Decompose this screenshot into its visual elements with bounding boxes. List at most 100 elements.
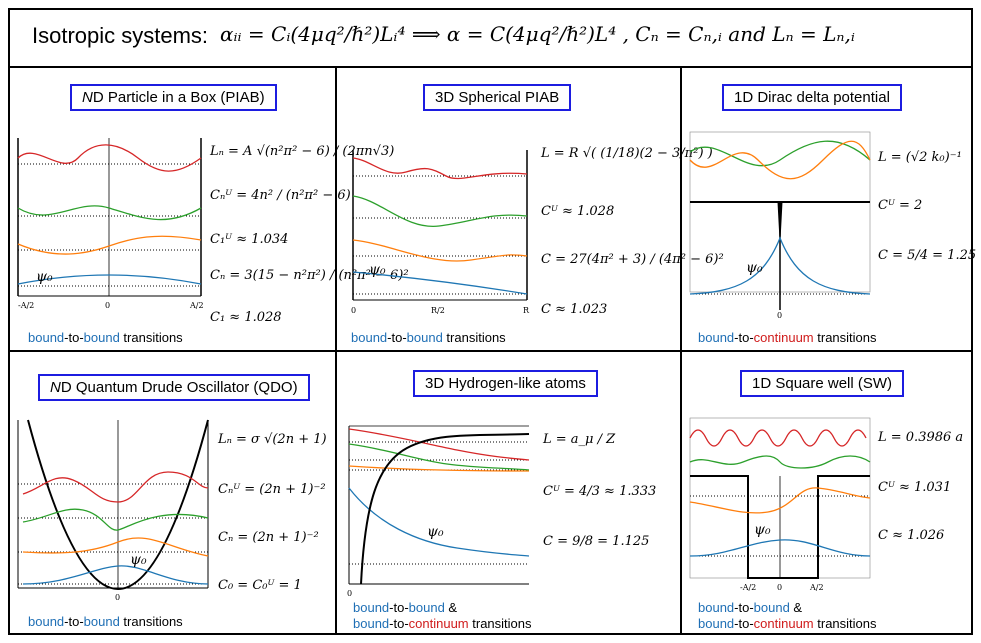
title-text: 1D Dirac delta potential bbox=[734, 89, 890, 106]
panel-title: 1D Dirac delta potential bbox=[722, 84, 902, 111]
tick-label: -A/2 bbox=[740, 583, 756, 592]
footer-bound: bound bbox=[408, 600, 445, 615]
panel-footer: bound-to-bound transitions bbox=[28, 330, 183, 346]
equation: C = 5/4 = 1.25 bbox=[878, 248, 977, 263]
figure-frame: Isotropic systems: αᵢᵢ = Cᵢ(4μq²/ℏ²)Lᵢ⁴ … bbox=[8, 8, 976, 635]
title-text: D Particle in a Box (PIAB) bbox=[92, 89, 265, 106]
dirac-plot: 0 ψ₀ bbox=[689, 131, 871, 320]
tick-label: 0 bbox=[115, 593, 120, 602]
equation: L = (√2 k₀)⁻¹ bbox=[878, 150, 962, 165]
header-label: Isotropic systems: bbox=[32, 23, 209, 48]
footer-to: -to- bbox=[734, 600, 754, 615]
panel-footer: bound-to-continuum transitions bbox=[698, 330, 877, 346]
footer-bound: bound bbox=[698, 600, 735, 615]
title-text: D Quantum Drude Oscillator (QDO) bbox=[60, 379, 298, 396]
tick-label: 0 bbox=[777, 583, 782, 592]
piab-plot: -A/2 0 A/2 ψ₀ bbox=[17, 138, 204, 310]
equation: Cₙ = 3(15 − n²π²) / (n²π² − 6)² bbox=[210, 268, 409, 283]
tick-label: -A/2 bbox=[18, 301, 34, 310]
panel-footer: bound-to-bound transitions bbox=[351, 330, 506, 346]
footer-continuum: continuum bbox=[753, 616, 814, 631]
tick-label: R/2 bbox=[431, 306, 445, 315]
equation: Lₙ = σ √(2n + 1) bbox=[218, 432, 327, 447]
psi-label: ψ₀ bbox=[36, 269, 53, 285]
equation: C ≈ 1.023 bbox=[541, 302, 608, 317]
footer-bound: bound bbox=[351, 330, 388, 345]
hydrogen-plot: 0 ψ₀ bbox=[347, 425, 530, 598]
header-equation: αᵢᵢ = Cᵢ(4μq²/ℏ²)Lᵢ⁴ ⟹ α = C(4μq²/ℏ²)L⁴ … bbox=[220, 22, 855, 46]
square-well-plot: -A/2 0 A/2 ψ₀ bbox=[689, 417, 871, 592]
footer-to: -to- bbox=[387, 330, 407, 345]
equation: Cₙ = (2n + 1)⁻² bbox=[218, 530, 319, 545]
footer-tail: transitions bbox=[813, 330, 877, 345]
title-italic-n: N bbox=[82, 89, 93, 106]
equation: L = R √( (1/18)(2 − 3/π²) ) bbox=[541, 146, 713, 161]
title-italic-n: N bbox=[50, 379, 61, 396]
panel-title: 1D Square well (SW) bbox=[740, 370, 905, 397]
equation: C₁ ≈ 1.028 bbox=[210, 310, 282, 325]
panel-title: ND Quantum Drude Oscillator (QDO) bbox=[38, 374, 310, 401]
equation: Cᵁ = 4/3 ≈ 1.333 bbox=[543, 484, 657, 499]
tick-label: 0 bbox=[777, 311, 782, 320]
panel-title: 3D Spherical PIAB bbox=[423, 84, 572, 111]
panel-title: 3D Hydrogen-like atoms bbox=[413, 370, 598, 397]
equation: C₁ᵁ ≈ 1.034 bbox=[210, 232, 289, 247]
psi-label: ψ₀ bbox=[427, 524, 444, 540]
equation: C ≈ 1.026 bbox=[878, 528, 945, 543]
equation: Lₙ = A √(n²π² − 6) / (2πn√3) bbox=[210, 144, 395, 159]
tick-label: 0 bbox=[347, 589, 352, 598]
equation: Cₙᵁ = 4n² / (n²π² − 6) bbox=[210, 188, 351, 203]
footer-bound: bound bbox=[83, 614, 120, 629]
panel-spherical-piab: 3D Spherical PIAB 0 R/2 R ψ₀ L = R √( (1… bbox=[337, 68, 724, 350]
footer-bound: bound bbox=[83, 330, 120, 345]
footer-to: -to- bbox=[734, 330, 754, 345]
footer-tail: transitions bbox=[119, 330, 183, 345]
panel-dirac-delta: 1D Dirac delta potential 0 ψ₀ L = (√2 k₀… bbox=[682, 68, 976, 350]
psi-label: ψ₀ bbox=[130, 552, 147, 568]
panel-hydrogen: 3D Hydrogen-like atoms 0 ψ₀ L = a_μ / Z … bbox=[337, 352, 680, 633]
footer-tail: transitions bbox=[468, 616, 532, 631]
footer-bound: bound bbox=[698, 616, 735, 631]
panel-title: ND Particle in a Box (PIAB) bbox=[70, 84, 277, 111]
footer-to: -to- bbox=[64, 330, 84, 345]
footer-to: -to- bbox=[389, 616, 409, 631]
footer-tail: transitions bbox=[119, 614, 183, 629]
equation: C = 27(4π² + 3) / (4π² − 6)² bbox=[541, 252, 724, 267]
spherical-plot: 0 R/2 R ψ₀ bbox=[351, 150, 530, 315]
psi-label: ψ₀ bbox=[754, 522, 771, 538]
header: Isotropic systems: αᵢᵢ = Cᵢ(4μq²/ℏ²)Lᵢ⁴ … bbox=[10, 10, 971, 68]
footer-to: -to- bbox=[389, 600, 409, 615]
title-text: 1D Square well (SW) bbox=[752, 375, 893, 392]
psi-label: ψ₀ bbox=[746, 260, 763, 276]
equation: L = a_μ / Z bbox=[543, 432, 616, 447]
footer-continuum: continuum bbox=[753, 330, 814, 345]
tick-label: A/2 bbox=[189, 301, 204, 310]
equation: Cᵁ ≈ 1.028 bbox=[541, 204, 615, 219]
tick-label: R bbox=[523, 306, 530, 315]
equation: Cᵁ = 2 bbox=[878, 198, 923, 213]
psi-label: ψ₀ bbox=[369, 262, 386, 278]
footer-bound: bound bbox=[698, 330, 735, 345]
footer-tail: transitions bbox=[442, 330, 506, 345]
panel-qdo: ND Quantum Drude Oscillator (QDO) 0 ψ₀ L… bbox=[10, 352, 335, 633]
footer-bound: bound bbox=[353, 616, 390, 631]
footer-tail: & bbox=[789, 600, 803, 615]
panel-footer: bound-to-bound & bound-to-continuum tran… bbox=[698, 600, 877, 632]
tick-label: 0 bbox=[351, 306, 356, 315]
footer-bound: bound bbox=[406, 330, 443, 345]
footer-continuum: continuum bbox=[408, 616, 469, 631]
qdo-plot: 0 ψ₀ bbox=[17, 419, 209, 602]
equation: C = 9/8 = 1.125 bbox=[543, 534, 650, 549]
panel-piab: ND Particle in a Box (PIAB) -A/2 0 A/2 ψ… bbox=[10, 68, 409, 350]
equation: Cₙᵁ = (2n + 1)⁻² bbox=[218, 482, 326, 497]
equation: C₀ = C₀ᵁ = 1 bbox=[218, 578, 302, 593]
grid-divider-h bbox=[10, 350, 971, 352]
equation: Cᵁ ≈ 1.031 bbox=[878, 480, 952, 495]
title-text: 3D Hydrogen-like atoms bbox=[425, 375, 586, 392]
footer-to: -to- bbox=[64, 614, 84, 629]
equation: L = 0.3986 a bbox=[878, 430, 964, 445]
footer-to: -to- bbox=[734, 616, 754, 631]
panel-footer: bound-to-bound & bound-to-continuum tran… bbox=[353, 600, 532, 632]
footer-bound: bound bbox=[353, 600, 390, 615]
tick-label: 0 bbox=[105, 301, 110, 310]
